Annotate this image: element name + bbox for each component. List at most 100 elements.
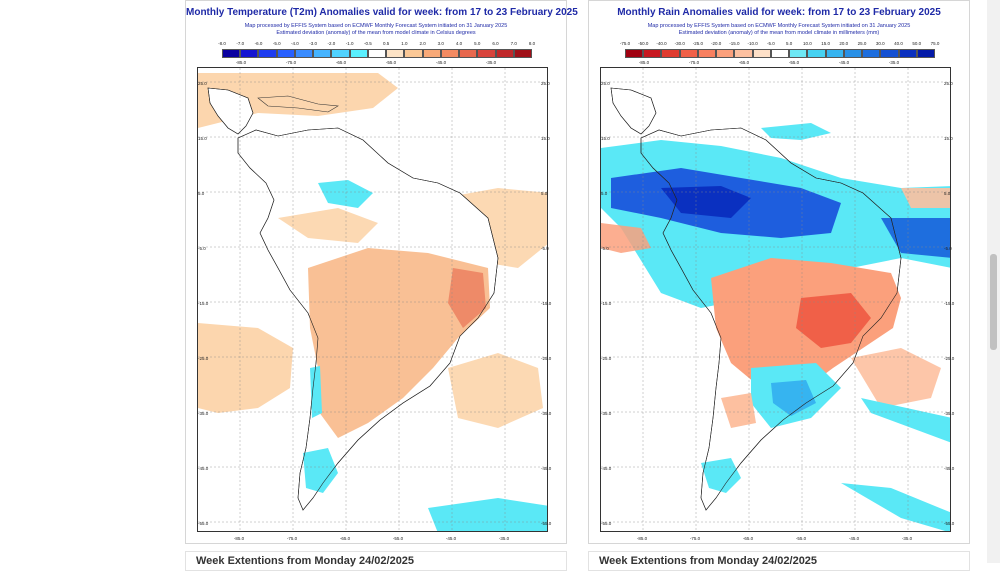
latitude-label: -5.0 [541, 246, 549, 251]
latitude-label: 15.0 [601, 136, 610, 141]
latitude-label: 15.0 [541, 136, 550, 141]
legend-tick-label: 15.0 [821, 41, 830, 46]
latitude-label: -55.0 [541, 521, 552, 526]
cold-anomaly-region [428, 498, 547, 531]
legend-tick-label: 0.5 [382, 41, 390, 46]
latitude-label: -25.0 [601, 356, 612, 361]
legend-tick-label: 50.0 [912, 41, 922, 46]
legend-tick-label: 2.0 [419, 41, 426, 46]
strong-warm-anomaly [448, 268, 486, 328]
longitude-label: -55.0 [392, 536, 404, 541]
coastline [610, 87, 657, 135]
legend-longitude-label: -85.0 [638, 60, 650, 65]
latitude-label: -5.0 [601, 246, 609, 251]
temperature-map-canvas [198, 68, 547, 531]
legend-tick-label: -5.0 [272, 41, 281, 46]
legend-tick-label: 40.0 [894, 41, 903, 46]
latitude-label: -55.0 [198, 521, 209, 526]
wet-anomaly-region [761, 123, 831, 140]
wet-anomaly-region [841, 483, 950, 531]
legend-swatch [716, 49, 735, 58]
rain-map-subtitle-units: Estimated deviation (anomaly) of the mea… [678, 30, 880, 36]
latitude-label: -15.0 [198, 301, 209, 306]
legend-tick-label: -25.0 [692, 41, 704, 46]
legend-swatch [513, 49, 532, 58]
coastline [207, 87, 254, 135]
legend-tick-label: 3.0 [437, 41, 444, 46]
latitude-label: -15.0 [541, 301, 552, 306]
legend-swatch [240, 49, 259, 58]
dry-anomaly-region [721, 393, 756, 428]
cold-anomaly-region [310, 366, 322, 418]
legend-tick-label: -40.0 [656, 41, 667, 46]
wet-anomaly-region [861, 398, 950, 443]
legend-tick-label: -2.0 [327, 41, 336, 46]
legend-swatch [752, 49, 771, 58]
temperature-map-subtitle-units: Estimated deviation (anomaly) of the mea… [276, 30, 476, 36]
legend-tick-label: -7.0 [236, 41, 245, 46]
scrollbar-thumb[interactable] [990, 254, 997, 350]
legend-tick-label: 8.0 [528, 41, 536, 46]
legend-longitude-label: -35.0 [888, 60, 900, 65]
longitude-label: -85.0 [636, 536, 648, 541]
latitude-label: 5.0 [944, 191, 951, 196]
legend-tick-label: 1.0 [401, 41, 408, 46]
legend-tick-label: -30.0 [674, 41, 685, 46]
legend-tick-label: -5.0 [766, 41, 775, 46]
temperature-map-subtitle-processing: Map processed by EFFIS System based on E… [244, 23, 508, 29]
legend-tick-label: 30.0 [875, 41, 885, 46]
legend-tick-label: -75.0 [619, 41, 631, 46]
legend-swatch [825, 49, 844, 58]
latitude-label: -15.0 [601, 301, 612, 306]
legend-swatch [679, 49, 698, 58]
week-extensions-card-left[interactable]: Week Extentions from Monday 24/02/2025 [185, 551, 567, 571]
week-extensions-card-right[interactable]: Week Extentions from Monday 24/02/2025 [588, 551, 970, 571]
legend-tick-label: 5.0 [474, 41, 481, 46]
legend-swatch [222, 49, 241, 58]
legend-tick-row: -8.0 -7.0 -6.0 -5.0 -4.0 -3.0 -2.0 -1.0 -0.5 0.5 1… [186, 41, 566, 48]
legend-swatch [386, 49, 405, 58]
latitude-label: -35.0 [944, 411, 955, 416]
latitude-label: 25.0 [198, 81, 207, 86]
legend-swatch [404, 49, 423, 58]
temperature-map [197, 67, 548, 532]
latitude-label: -45.0 [601, 466, 612, 471]
legend-swatch [770, 49, 790, 58]
latitude-label: 25.0 [601, 81, 610, 86]
legend-swatch [697, 49, 717, 58]
legend-tick-label: 25.0 [857, 41, 867, 46]
legend-swatch [625, 49, 644, 58]
legend-tick-label: -50.0 [638, 41, 649, 46]
latitude-label: -55.0 [944, 521, 955, 526]
legend-tick-label: 20.0 [839, 41, 849, 46]
longitude-label: -35.0 [901, 536, 913, 541]
legend-tick-label: 4.0 [455, 41, 463, 46]
legend-swatch [862, 49, 881, 58]
legend-tick-label: -3.0 [309, 41, 318, 46]
legend-tick-label: 6.0 [492, 41, 499, 46]
legend-swatch [440, 49, 460, 58]
legend-swatch [916, 49, 935, 58]
rain-legend: -75.0 -50.0 -40.0 -30.0 -25.0 -20.0 -15.0 -10.0… [589, 41, 969, 65]
legend-longitude-label: -65.0 [738, 60, 750, 65]
longitude-label: -45.0 [445, 536, 457, 541]
page-scrollbar[interactable] [987, 0, 1000, 563]
latitude-label: -45.0 [198, 466, 209, 471]
longitude-label: -85.0 [233, 536, 245, 541]
legend-tick-label: 75.0 [930, 41, 940, 46]
latitude-label: -25.0 [198, 356, 209, 361]
legend-swatch [661, 49, 680, 58]
legend-swatch [459, 49, 478, 58]
legend-longitude-label: -85.0 [235, 60, 247, 65]
rain-map-canvas [601, 68, 950, 531]
legend-swatch [367, 49, 387, 58]
legend-longitude-label: -65.0 [335, 60, 347, 65]
latitude-label: -45.0 [541, 466, 552, 471]
latitude-label: -35.0 [601, 411, 612, 416]
wet-anomaly-region [701, 458, 741, 493]
legend-tick-label: 10.0 [802, 41, 812, 46]
legend-longitude-label: -55.0 [385, 60, 397, 65]
rain-map-subtitle-processing: Map processed by EFFIS System based on E… [647, 23, 911, 29]
longitude-label: -65.0 [339, 536, 351, 541]
legend-longitude-label: -45.0 [435, 60, 447, 65]
